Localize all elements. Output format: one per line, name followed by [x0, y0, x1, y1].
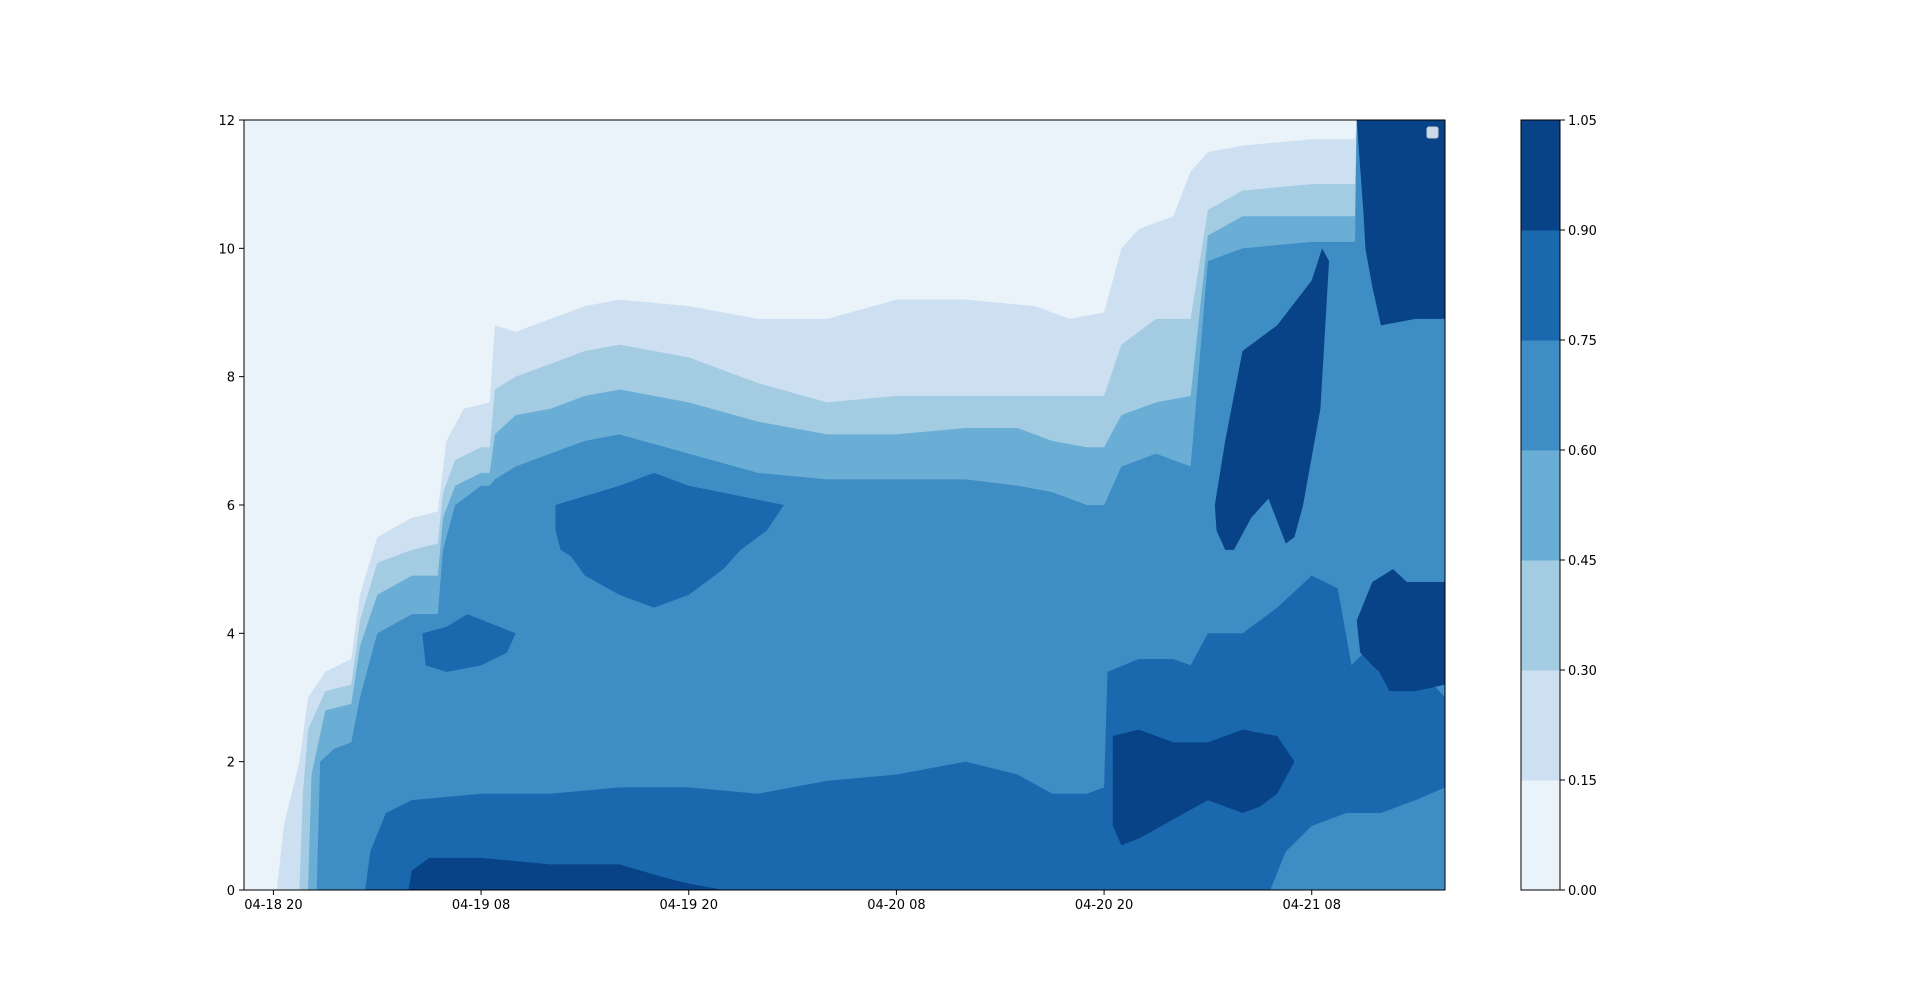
colorbar-tick-label: 0.60: [1568, 444, 1597, 459]
contour-island-2: [555, 472, 784, 608]
y-tick-label: 10: [218, 242, 235, 257]
colorbar-segment: [1521, 560, 1560, 671]
colorbar-tick-label: 0.15: [1568, 774, 1597, 789]
contour-region-0.90: [408, 857, 724, 890]
colorbar-tick-label: 0.90: [1568, 224, 1597, 239]
contour-island-6: [1356, 569, 1445, 692]
y-tick-label: 12: [218, 114, 235, 129]
colorbar-segment: [1521, 780, 1560, 891]
y-tick-label: 8: [227, 371, 235, 386]
x-tick-label: 04-21 08: [1283, 898, 1341, 913]
colorbar-tick-label: 0.30: [1568, 664, 1597, 679]
colorbar-tick-label: 0.45: [1568, 554, 1597, 569]
x-axis: 04-18 20 04-19 08 04-19 20 04-20 08 04-20 20…: [244, 890, 1341, 913]
y-tick-label: 4: [227, 627, 235, 642]
colorbar: 0.00 0.15 0.30 0.45 0.60 0.75 0.90 1.05: [1520, 114, 1597, 899]
x-tick-label: 04-18 20: [244, 898, 302, 913]
y-tick-label: 2: [227, 756, 235, 771]
colorbar-segment: [1521, 450, 1560, 561]
colorbar-segment: [1521, 340, 1560, 451]
colorbar-segment: [1521, 120, 1560, 231]
y-tick-label: 0: [227, 884, 235, 899]
legend: [1426, 126, 1439, 139]
contour-fills: [276, 120, 1445, 890]
legend-box: [1426, 126, 1439, 139]
colorbar-frame: [1520, 119, 1561, 891]
contour-island-1: [422, 614, 516, 672]
colorbar-segment: [1521, 670, 1560, 781]
colorbar-tick-label: 1.05: [1568, 114, 1597, 129]
colorbar-tick-label: 0.75: [1568, 334, 1597, 349]
y-axis: 0 2 4 6 8 10 12: [218, 114, 244, 899]
x-tick-label: 04-20 20: [1075, 898, 1133, 913]
contour-island-3: [1112, 729, 1295, 846]
contour-island-5: [1356, 120, 1445, 326]
y-tick-label: 6: [227, 499, 235, 514]
x-tick-label: 04-20 08: [867, 898, 925, 913]
x-tick-label: 04-19 20: [660, 898, 718, 913]
colorbar-tick-label: 0.00: [1568, 884, 1597, 899]
x-tick-label: 04-19 08: [452, 898, 510, 913]
contour-island-7: [1270, 787, 1445, 890]
colorbar-segment: [1521, 230, 1560, 341]
contour-island-4: [1214, 248, 1330, 550]
plot-area: [244, 120, 1445, 890]
